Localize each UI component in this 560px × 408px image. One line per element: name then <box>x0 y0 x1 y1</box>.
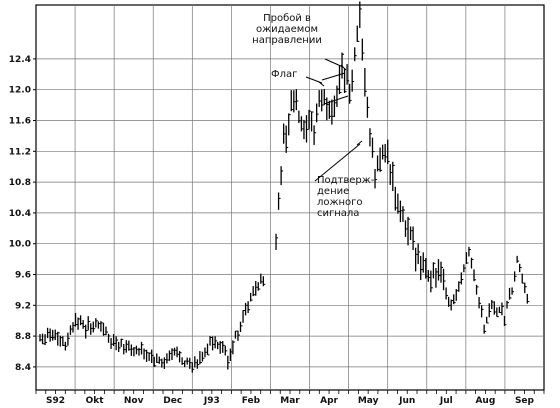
x-tick-label: Sep <box>515 396 535 406</box>
y-tick-label: 11.2 <box>9 147 31 157</box>
annotation-flag: Флаг <box>271 69 297 80</box>
annotation-false-signal: дение <box>317 186 349 197</box>
annotation-breakout: ожидаемом <box>256 24 318 35</box>
annotation-false-signal: сигнала <box>317 208 359 219</box>
x-tick-label: May <box>358 396 379 406</box>
x-tick-label: Okt <box>86 396 105 406</box>
price-bars <box>39 1 530 373</box>
false-signal-arrow <box>314 143 361 182</box>
x-tick-label: Mar <box>280 396 300 406</box>
x-tick-label: S92 <box>46 396 65 406</box>
x-tick-label: Nov <box>124 396 144 406</box>
y-axis: 8.4 8.8 9.2 9.6 10.0 10.4 10.8 11.2 11.6 12.0 12.4 <box>9 55 36 373</box>
flag-line-upper <box>321 72 346 81</box>
x-tick-label: Apr <box>320 396 338 406</box>
flag-line-lower <box>323 95 349 105</box>
y-tick-label: 8.8 <box>15 332 31 342</box>
y-tick-label: 11.6 <box>9 117 31 127</box>
grid <box>36 5 544 390</box>
y-tick-label: 10.4 <box>9 209 31 219</box>
y-tick-label: 9.6 <box>15 271 31 281</box>
x-tick-label: J93 <box>203 396 220 406</box>
y-tick-label: 8.4 <box>15 363 31 373</box>
annotation-false-signal: ложного <box>317 197 363 208</box>
flag-arrow-head <box>318 81 325 87</box>
y-tick-label: 10.8 <box>9 178 31 188</box>
y-tick-label: 10.0 <box>9 240 31 250</box>
annotation-breakout: направлении <box>252 35 322 46</box>
x-tick-label: Feb <box>242 396 261 406</box>
false-signal-arrow-head <box>356 140 363 146</box>
breakout-arrow-head <box>340 64 347 71</box>
y-tick-label: 12.0 <box>9 86 31 96</box>
annotation-false-signal: Подтверж- <box>317 175 375 186</box>
plot-frame <box>35 4 545 391</box>
x-axis: S92 Okt Nov Dec J93 Feb Mar Apr May Jun Jul Aug Sep <box>35 390 545 406</box>
y-tick-label: 9.2 <box>15 301 31 311</box>
x-tick-label: Dec <box>163 396 182 406</box>
annotation-breakout: Пробой в <box>263 13 311 24</box>
x-tick-label: Jul <box>439 396 453 406</box>
x-tick-label: Aug <box>475 396 495 406</box>
x-tick-label: Jun <box>398 396 415 406</box>
breakout-arrow <box>324 58 344 68</box>
y-tick-label: 12.4 <box>9 55 31 65</box>
